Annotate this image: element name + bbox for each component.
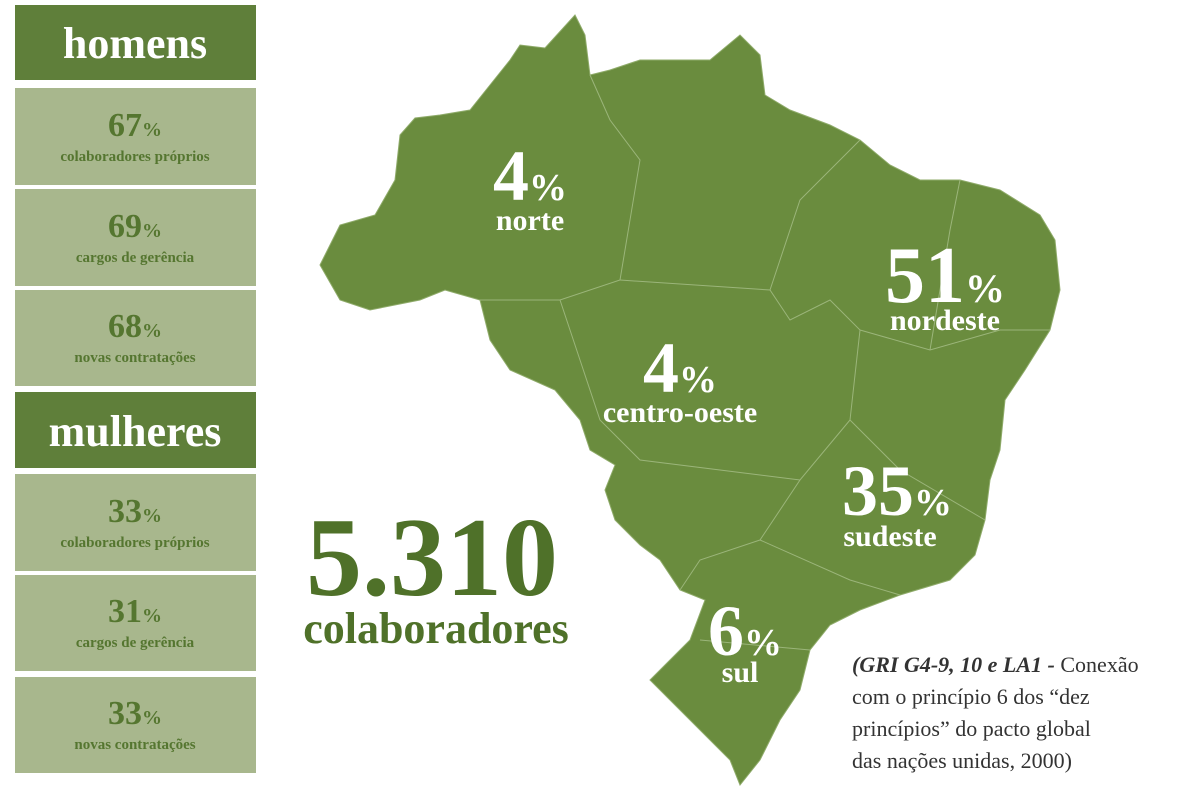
stat-label: colaboradores próprios xyxy=(60,149,209,165)
value: 31 xyxy=(108,593,142,630)
stat-box xyxy=(15,575,256,671)
stat-value: 67% xyxy=(108,107,162,144)
note-line: das nações unidas, 2000) xyxy=(852,748,1072,773)
value: 4 xyxy=(493,136,529,216)
value: 69 xyxy=(108,208,142,245)
unit: % xyxy=(965,266,1005,311)
value: 67 xyxy=(108,107,142,144)
stat-value: 33% xyxy=(108,695,162,732)
stat-value: 31% xyxy=(108,593,162,630)
total-label: colaboradores xyxy=(303,604,569,653)
value: 68 xyxy=(108,308,142,345)
region-value: 6% xyxy=(708,591,782,671)
region-value: 4% xyxy=(493,136,567,216)
note-text: Conexão xyxy=(1055,652,1139,677)
note-line: princípios” do pacto global xyxy=(852,716,1091,741)
unit: % xyxy=(142,220,162,242)
heading: homens xyxy=(63,19,207,68)
value: 6 xyxy=(708,591,744,671)
unit: % xyxy=(529,167,567,209)
stat-label: colaboradores próprios xyxy=(60,535,209,551)
note-line: (GRI G4-9, 10 e LA1 - Conexão xyxy=(852,652,1139,677)
stat-label: novas contratações xyxy=(74,737,195,753)
unit: % xyxy=(142,505,162,527)
heading: mulheres xyxy=(49,407,222,456)
stat-box xyxy=(15,290,256,386)
stat-value: 68% xyxy=(108,308,162,345)
region-name: sul xyxy=(722,656,759,689)
region-value: 51% xyxy=(885,232,1005,320)
value: 4 xyxy=(643,328,679,408)
unit: % xyxy=(142,707,162,729)
unit: % xyxy=(744,622,782,664)
region-value: 35% xyxy=(842,451,952,531)
brazil-map xyxy=(319,14,1061,786)
stat-label: cargos de gerência xyxy=(76,250,195,266)
value: 51 xyxy=(885,232,965,320)
value: 35 xyxy=(842,451,914,531)
heading-box xyxy=(15,5,256,80)
unit: % xyxy=(142,119,162,141)
region-name: norte xyxy=(496,204,564,237)
value: 33 xyxy=(108,493,142,530)
stat-box xyxy=(15,677,256,773)
region-value: 4% xyxy=(643,328,717,408)
total-value: 5.310 xyxy=(306,496,558,620)
stat-value: 69% xyxy=(108,208,162,245)
stat-box xyxy=(15,88,256,185)
region-name: nordeste xyxy=(890,304,1000,337)
unit: % xyxy=(142,320,162,342)
state-borders xyxy=(480,74,1050,651)
stat-label: novas contratações xyxy=(74,350,195,366)
unit: % xyxy=(679,359,717,401)
note-emphasis: (GRI G4-9, 10 e LA1 - xyxy=(852,652,1055,677)
note-line: com o princípio 6 dos “dez xyxy=(852,684,1090,709)
unit: % xyxy=(142,605,162,627)
region-name: sudeste xyxy=(843,520,936,553)
unit: % xyxy=(914,482,952,524)
value: 33 xyxy=(108,695,142,732)
stat-box xyxy=(15,189,256,286)
stat-box xyxy=(15,474,256,571)
stat-value: 33% xyxy=(108,493,162,530)
heading-box xyxy=(15,392,256,468)
stat-label: cargos de gerência xyxy=(76,635,195,651)
region-name: centro-oeste xyxy=(603,396,757,429)
